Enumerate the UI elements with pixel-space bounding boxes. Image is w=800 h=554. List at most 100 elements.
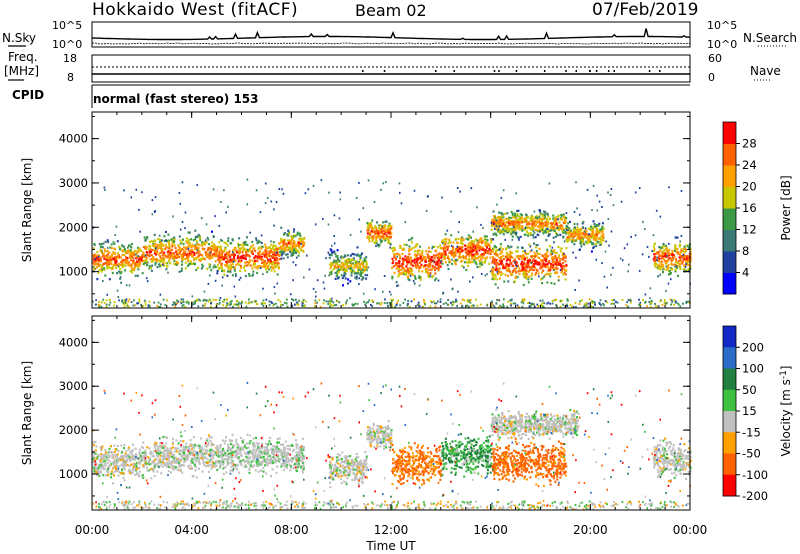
data-cell [104,249,107,253]
data-cell [432,300,435,303]
data-cell [572,239,575,242]
data-cell [619,257,622,260]
data-cell [524,252,527,255]
data-cell [127,261,130,264]
data-cell [511,212,514,215]
data-cell [256,266,259,269]
data-cell [569,236,572,239]
data-cell [329,266,332,270]
data-cell [246,243,249,246]
data-cell [253,256,256,259]
data-cell [486,242,489,245]
data-cell [389,231,392,234]
data-cell [251,250,254,253]
data-cell [406,263,409,266]
data-cell [206,252,209,255]
data-cell [613,302,616,305]
data-cell [439,265,442,268]
data-cell [171,253,174,256]
data-cell [110,247,113,250]
data-cell [527,222,530,225]
data-cell [543,221,546,224]
data-cell [418,245,421,248]
data-cell [117,265,119,268]
data-cell [356,253,359,256]
data-cell [94,257,97,260]
data-cell [289,250,291,253]
data-cell [583,303,586,306]
data-cell [520,263,523,266]
data-cell [563,240,566,243]
data-cell [249,301,251,304]
data-cell [130,250,133,253]
data-cell [463,299,466,302]
data-cell [388,222,391,225]
data-cell [437,259,440,262]
data-cell [268,250,271,253]
data-cell [540,267,542,270]
data-cell [508,259,511,262]
data-cell [231,263,234,266]
data-cell [368,299,371,302]
data-cell [185,248,188,251]
data-cell [335,262,338,265]
data-cell [356,266,359,269]
data-cell [302,305,305,307]
data-cell [112,251,115,254]
data-cell [298,251,301,254]
data-cell [523,274,526,277]
data-cell [491,218,494,221]
data-cell [268,304,271,307]
data-cell [447,242,450,245]
data-cell [411,260,414,263]
data-cell [497,272,500,275]
data-cell [662,255,665,258]
data-cell [172,255,175,258]
data-cell [673,303,675,306]
data-cell [545,227,548,231]
data-cell [389,243,392,246]
data-cell [470,305,473,307]
data-cell [552,259,555,263]
data-cell [114,252,117,255]
data-cell [506,305,509,308]
data-cell [548,217,551,220]
data-cell [370,303,372,306]
data-cell [666,261,668,264]
data-cell [159,254,162,257]
data-cell [179,228,182,231]
data-cell [371,227,374,230]
data-cell [491,303,494,306]
data-cell [572,230,575,233]
data-cell [293,234,296,237]
data-cell [119,256,122,259]
data-cell [225,251,228,254]
data-cell [261,252,264,256]
data-cell [495,225,498,228]
data-cell [360,230,362,233]
data-cell [439,254,442,257]
data-cell [663,301,666,304]
data-cell [551,252,554,255]
data-cell [529,228,532,231]
data-cell [533,242,535,245]
data-cell [196,235,199,238]
data-cell [393,255,396,258]
data-cell [362,292,365,295]
data-cell [427,255,430,258]
data-cell [357,266,360,269]
data-cell [154,196,157,199]
data-cell [107,253,110,256]
data-cell [522,302,525,305]
data-cell [440,256,443,259]
data-cell [385,220,388,223]
data-cell [445,302,447,305]
data-cell [162,257,165,260]
data-cell [267,254,269,257]
data-cell [218,241,221,244]
data-cell [497,228,500,231]
data-cell [160,239,163,242]
data-cell [467,251,470,254]
data-cell [275,302,277,305]
